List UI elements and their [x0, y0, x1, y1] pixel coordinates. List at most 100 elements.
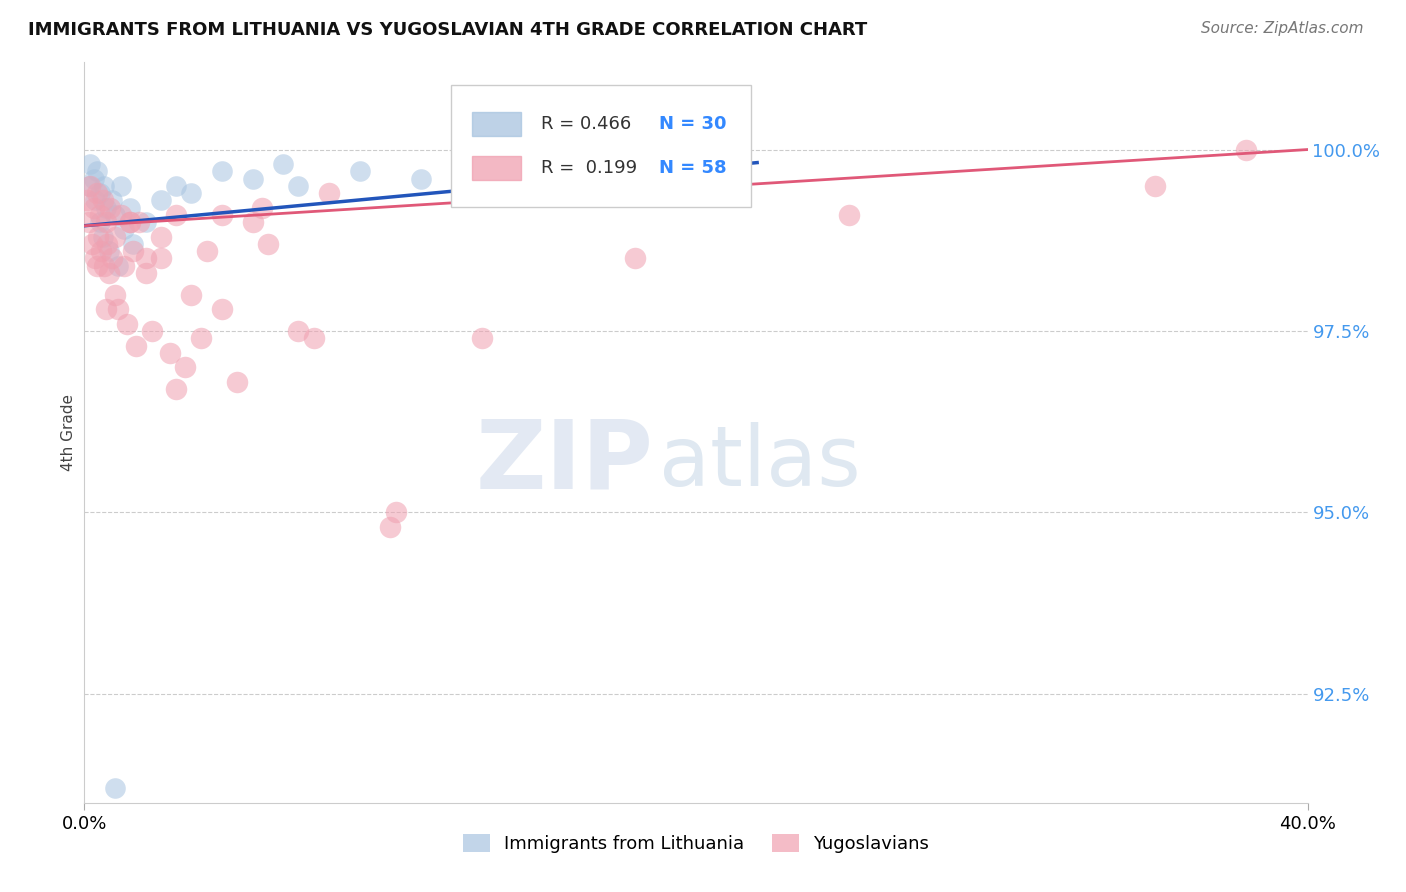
Point: [79, 157, 101, 171]
Point: [287, 324, 309, 338]
Point: [1143, 178, 1166, 193]
Point: [97, 266, 120, 280]
Point: [1236, 143, 1258, 157]
Point: [257, 236, 280, 251]
Point: [93, 178, 115, 193]
Bar: [472, 112, 522, 136]
Legend: Immigrants from Lithuania, Yugoslavians: Immigrants from Lithuania, Yugoslavians: [456, 827, 936, 861]
Point: [195, 244, 218, 259]
Point: [165, 382, 187, 396]
Point: [250, 201, 273, 215]
Point: [125, 338, 148, 352]
Point: [226, 375, 249, 389]
Point: [135, 266, 157, 280]
Point: [190, 331, 212, 345]
Text: R = 0.466: R = 0.466: [541, 115, 631, 133]
Text: IMMIGRANTS FROM LITHUANIA VS YUGOSLAVIAN 4TH GRADE CORRELATION CHART: IMMIGRANTS FROM LITHUANIA VS YUGOSLAVIAN…: [28, 21, 868, 38]
Point: [98, 201, 121, 215]
Point: [91, 194, 114, 208]
Point: [211, 208, 233, 222]
Point: [83, 201, 105, 215]
Point: [77, 178, 100, 193]
Point: [84, 194, 107, 208]
Text: ZIP: ZIP: [475, 416, 654, 508]
Point: [104, 229, 127, 244]
Point: [122, 236, 145, 251]
Point: [87, 229, 110, 244]
Point: [112, 222, 135, 236]
Point: [104, 208, 127, 222]
Point: [380, 520, 402, 534]
Point: [89, 215, 111, 229]
Point: [180, 186, 202, 200]
Text: N = 58: N = 58: [659, 160, 727, 178]
Point: [180, 287, 202, 301]
Point: [149, 194, 172, 208]
Point: [112, 259, 135, 273]
Point: [89, 208, 111, 222]
Point: [80, 236, 103, 251]
Point: [101, 194, 124, 208]
Point: [86, 186, 108, 200]
Point: [91, 229, 114, 244]
Point: [385, 506, 408, 520]
Point: [97, 244, 120, 259]
Point: [409, 171, 432, 186]
Point: [89, 186, 111, 200]
Point: [83, 171, 105, 186]
Point: [101, 252, 124, 266]
Point: [149, 252, 172, 266]
Point: [96, 236, 118, 251]
Point: [94, 201, 117, 215]
Point: [593, 157, 616, 171]
Text: Source: ZipAtlas.com: Source: ZipAtlas.com: [1201, 21, 1364, 36]
Point: [110, 208, 132, 222]
Y-axis label: 4th Grade: 4th Grade: [60, 394, 76, 471]
Point: [141, 324, 163, 338]
Point: [104, 781, 127, 796]
Point: [93, 259, 115, 273]
Point: [624, 252, 647, 266]
Point: [135, 252, 157, 266]
Point: [86, 259, 108, 273]
Point: [77, 215, 100, 229]
Point: [84, 252, 107, 266]
Point: [271, 157, 294, 171]
Bar: [472, 156, 522, 180]
Point: [165, 178, 187, 193]
Point: [120, 215, 142, 229]
Point: [128, 215, 150, 229]
Point: [110, 178, 132, 193]
Point: [115, 317, 138, 331]
Point: [90, 244, 112, 259]
Point: [838, 208, 860, 222]
Point: [107, 302, 129, 317]
Point: [159, 345, 181, 359]
Point: [120, 201, 142, 215]
Point: [135, 215, 157, 229]
Point: [79, 178, 101, 193]
Point: [318, 186, 340, 200]
Point: [242, 215, 264, 229]
Text: R =  0.199: R = 0.199: [541, 160, 637, 178]
Point: [471, 331, 494, 345]
Point: [120, 215, 142, 229]
Point: [242, 171, 264, 186]
Point: [211, 164, 233, 178]
Point: [287, 178, 309, 193]
Point: [211, 302, 233, 317]
Point: [86, 164, 108, 178]
Text: N = 30: N = 30: [659, 115, 727, 133]
Point: [165, 208, 187, 222]
Point: [174, 360, 197, 375]
Point: [94, 302, 117, 317]
Point: [122, 244, 145, 259]
Point: [149, 229, 172, 244]
Point: [349, 164, 371, 178]
Point: [76, 194, 98, 208]
Point: [107, 259, 129, 273]
Point: [94, 215, 117, 229]
Point: [104, 287, 127, 301]
FancyBboxPatch shape: [451, 85, 751, 207]
Point: [302, 331, 325, 345]
